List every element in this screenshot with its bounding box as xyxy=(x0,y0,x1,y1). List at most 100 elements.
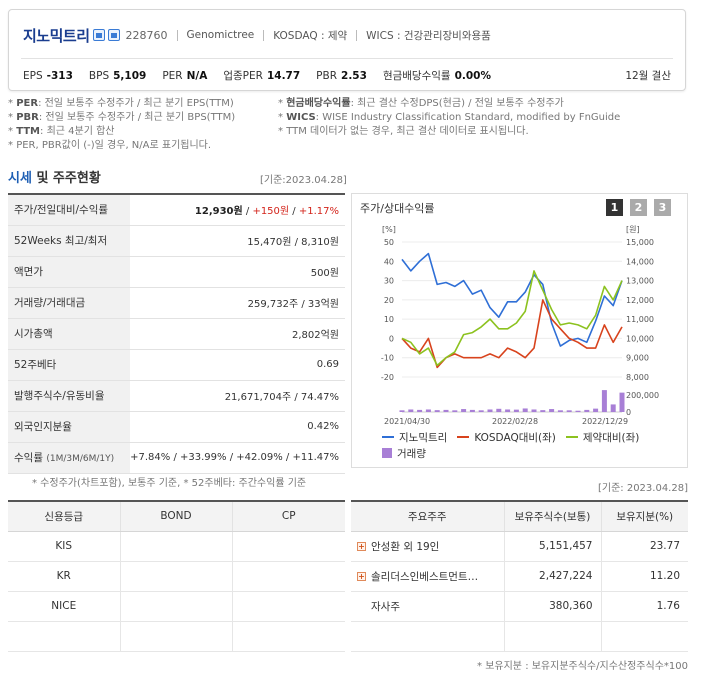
volume-bar xyxy=(461,409,467,412)
series-line-1 xyxy=(401,299,623,369)
chart-tab-2[interactable]: 2 xyxy=(630,199,647,216)
holder-name[interactable]: + 안성환 외 19인 xyxy=(351,531,504,562)
volume-bar xyxy=(575,410,581,412)
divider xyxy=(21,58,673,59)
row-label: 수익률 (1M/3M/6M/1Y) xyxy=(8,442,131,474)
volume-bar xyxy=(566,410,572,412)
right-tick-label: 10,000 xyxy=(626,334,654,343)
as-of-date: [기준:2023.04.28] xyxy=(260,175,347,186)
row-label: 52Weeks 최고/최저 xyxy=(8,225,131,257)
holder-percent: 11.20 xyxy=(600,561,688,592)
note-line: * PER, PBR값이 (-)일 경우, N/A로 표기됩니다. xyxy=(8,140,212,151)
table-row: KIS xyxy=(8,531,345,562)
note-line: * WICS: WISE Industry Classification Sta… xyxy=(278,112,621,123)
table-row: 52주베타 0.69 xyxy=(8,349,345,381)
legend-item-volume: 거래량 xyxy=(382,446,426,461)
table-row: 52Weeks 최고/최저 15,470원 / 8,310원 xyxy=(8,225,345,257)
volume-bar xyxy=(434,410,440,412)
company-header: 지노믹트리 228760 Genomictree KOSDAQ : 제약 WIC… xyxy=(8,9,686,91)
column-header: BOND xyxy=(119,501,232,532)
expand-plus-icon[interactable]: + xyxy=(357,542,366,551)
holders-as-of-date: [기준: 2023.04.28] xyxy=(597,483,688,494)
left-tick-label: 40 xyxy=(384,257,394,266)
chart-tab-3[interactable]: 3 xyxy=(654,199,671,216)
chart-legend: 지노믹트리 KOSDAQ대비(좌) 제약대비(좌) 거래량 xyxy=(382,429,649,461)
wics-sector: WICS : 건강관리장비와용품 xyxy=(366,29,491,42)
volume-bar xyxy=(540,410,546,412)
ir-icon[interactable] xyxy=(107,29,120,41)
left-tick-label: 10 xyxy=(384,315,394,324)
metrics-row: EPS -313 BPS 5,109 PER N/A 업종PER 14.77 P… xyxy=(23,68,671,83)
expand-plus-icon[interactable]: + xyxy=(357,572,366,581)
row-value: 0.42% xyxy=(130,411,345,443)
metric-label: BPS xyxy=(88,69,110,82)
table-row: 수익률 (1M/3M/6M/1Y) +7.84% / +33.99% / +42… xyxy=(8,442,345,474)
left-tick-label: 0 xyxy=(389,334,394,343)
table-row: 외국인지분율 0.42% xyxy=(8,411,345,443)
holders-footnote: * 보유지분 : 보유지분주식수/지수산정주식수*100 xyxy=(477,661,688,672)
left-tick-label: 50 xyxy=(384,238,394,247)
right-axis-unit: [원] xyxy=(626,225,640,234)
holder-name[interactable]: + 솔리더스인베스트먼트… xyxy=(351,561,504,592)
agency-name xyxy=(8,621,120,652)
agency-name: KIS xyxy=(8,531,120,562)
row-label: 시가총액 xyxy=(8,318,131,350)
market-sector: KOSDAQ : 제약 xyxy=(273,29,348,42)
table-row: NICE xyxy=(8,591,345,622)
series-line-0 xyxy=(401,252,623,347)
market-footnote: * 수정주가(차트포함), 보통주 기준, * 52주베타: 주간수익률 기준 xyxy=(32,478,307,489)
volume-bar xyxy=(505,409,511,412)
chart-tab-1[interactable]: 1 xyxy=(606,199,623,216)
note-line: * 현금배당수익률: 최근 결산 수정DPS(현금) / 전일 보통주 수정주가 xyxy=(278,98,564,109)
column-header: 주요주주 xyxy=(351,501,504,532)
volume-bar xyxy=(425,409,431,412)
table-row xyxy=(351,621,688,652)
legend-item-stock: 지노믹트리 xyxy=(382,430,447,445)
column-header: 신용등급 xyxy=(8,501,120,532)
volume-bar xyxy=(478,410,484,412)
chart-panel: 주가/상대수익률 1 2 3 [%] [원] 50 40 30 20 10 0 -10 -20 15… xyxy=(351,193,688,468)
row-label: 액면가 xyxy=(8,256,131,288)
column-header: CP xyxy=(231,501,345,532)
notes-left: * PER: 전일 보통주 수정주가 / 최근 분기 EPS(TTM) * PB… xyxy=(8,97,235,153)
row-value: 21,671,704주 / 74.47% xyxy=(130,380,345,412)
table-row: 액면가 500원 xyxy=(8,256,345,288)
row-label: 발행주식수/유동비율 xyxy=(8,380,131,412)
volume-bar xyxy=(513,409,519,412)
column-header: 보유주식수(보통) xyxy=(503,501,601,532)
home-icon[interactable] xyxy=(92,29,105,41)
volume-bar xyxy=(469,409,475,412)
divider xyxy=(176,29,178,41)
volume-bar xyxy=(522,408,528,412)
metric-value: -313 xyxy=(46,69,73,82)
row-value: 500원 xyxy=(130,256,345,288)
left-tick-label: -20 xyxy=(381,373,394,382)
metric-value: 5,109 xyxy=(113,69,147,82)
volume-bar xyxy=(593,408,599,412)
major-shareholders-table: 주요주주 보유주식수(보통) 보유지분(%) + 안성환 외 19인 5,151,… xyxy=(351,500,688,652)
stock-code: 228760 xyxy=(125,28,168,42)
table-row: + 안성환 외 19인 5,151,457 23.77 xyxy=(351,531,688,562)
volume-bar xyxy=(408,409,414,412)
series-line-2 xyxy=(401,270,623,367)
table-row: 자사주 380,360 1.76 xyxy=(351,591,688,622)
metric-label: PBR xyxy=(316,69,338,82)
metric-label: 현금배당수익률 xyxy=(382,70,451,82)
holder-percent: 1.76 xyxy=(600,591,688,622)
row-label: 주가/전일대비/수익률 xyxy=(8,194,131,226)
holder-shares: 380,360 xyxy=(503,591,601,622)
left-tick-label: -10 xyxy=(381,354,394,363)
returns-value: +7.84% / +33.99% / +42.09% / +11.47% xyxy=(130,442,345,474)
volume-bar xyxy=(417,409,423,412)
holder-shares: 2,427,224 xyxy=(503,561,601,592)
x-tick-label: 2021/04/30 xyxy=(384,417,430,425)
notes-right: * 현금배당수익률: 최근 결산 수정DPS(현금) / 전일 보통주 수정주가… xyxy=(278,97,620,139)
table-row: + 솔리더스인베스트먼트… 2,427,224 11.20 xyxy=(351,561,688,592)
right-tick-label: 8,000 xyxy=(626,373,649,382)
volume-bar xyxy=(610,404,616,412)
volume-bar xyxy=(619,392,625,412)
table-row: 발행주식수/유동비율 21,671,704주 / 74.47% xyxy=(8,380,345,412)
volume-bar xyxy=(557,410,563,412)
right-tick-label: 9,000 xyxy=(626,354,649,363)
row-value: 12,930원 / +150원 / +1.17% xyxy=(130,194,345,226)
